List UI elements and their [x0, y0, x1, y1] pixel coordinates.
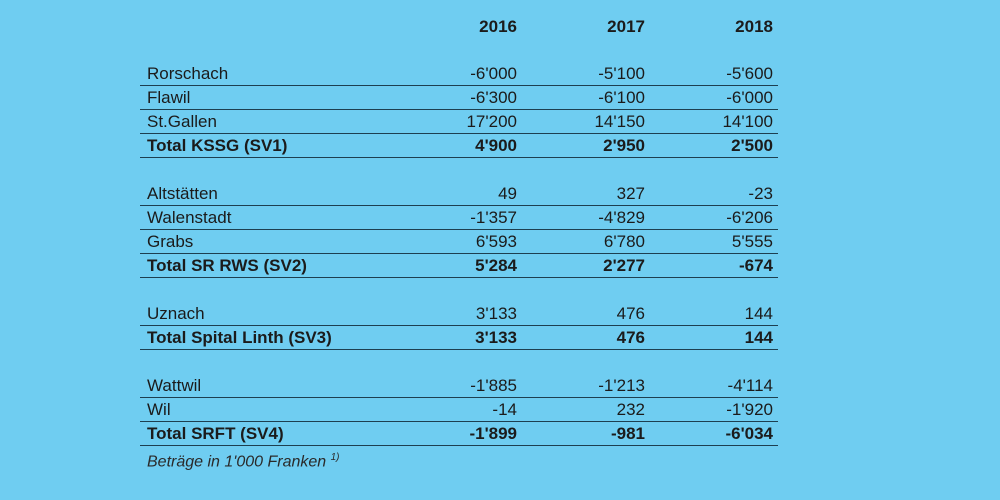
row-label: Walenstadt: [147, 208, 232, 227]
financial-table: Rorschach -6'000 -5'100 -5'600 Flawil -6'300 -…: [140, 62, 778, 470]
year-header: 2017: [607, 17, 645, 36]
cell-value: 5'555: [731, 232, 773, 251]
table-row: Walenstadt -1'357 -4'829 -6'206: [140, 206, 778, 230]
spacer: [140, 278, 778, 302]
row-label: Wil: [147, 400, 171, 419]
total-row: Total KSSG (SV1) 4'900 2'950 2'500: [140, 134, 778, 158]
table-row: Wattwil -1'885 -1'213 -4'114: [140, 374, 778, 398]
cell-value: 4'900: [475, 136, 517, 155]
cell-value: 3'133: [475, 328, 517, 347]
cell-value: -1'920: [726, 400, 773, 419]
row-label: Altstätten: [147, 184, 218, 203]
cell-value: 476: [616, 304, 645, 323]
total-row: Total Spital Linth (SV3) 3'133 476 144: [140, 326, 778, 350]
table-row: Altstätten 49 327 -23: [140, 182, 778, 206]
row-label: Grabs: [147, 232, 194, 251]
cell-value: 144: [744, 328, 773, 347]
row-label: Total Spital Linth (SV3): [147, 328, 332, 347]
cell-value: 3'133: [475, 304, 517, 323]
total-row: Total SRFT (SV4) -1'899 -981 -6'034: [140, 422, 778, 446]
cell-value: -14: [492, 400, 517, 419]
cell-value: 17'200: [466, 112, 517, 131]
cell-value: -6'000: [470, 64, 517, 83]
cell-value: -6'300: [470, 88, 517, 107]
table-row: Rorschach -6'000 -5'100 -5'600: [140, 62, 778, 86]
cell-value: -5'600: [726, 64, 773, 83]
cell-value: -23: [748, 184, 773, 203]
cell-value: 49: [498, 184, 517, 203]
cell-value: 14'150: [594, 112, 645, 131]
row-label: Total KSSG (SV1): [147, 136, 288, 155]
cell-value: 327: [616, 184, 645, 203]
footnote-text: Beträge in 1'000 Franken: [147, 453, 327, 471]
table-row: Grabs 6'593 6'780 5'555: [140, 230, 778, 254]
cell-value: -5'100: [598, 64, 645, 83]
cell-value: 14'100: [722, 112, 773, 131]
footnote: Beträge in 1'000 Franken 1): [140, 446, 778, 470]
cell-value: -1'885: [470, 376, 517, 395]
table-row: Flawil -6'300 -6'100 -6'000: [140, 86, 778, 110]
cell-value: 2'500: [731, 136, 773, 155]
table-row: Uznach 3'133 476 144: [140, 302, 778, 326]
year-header: 2018: [735, 17, 773, 36]
cell-value: 232: [616, 400, 645, 419]
cell-value: -981: [610, 424, 645, 443]
spacer: [140, 158, 778, 182]
cell-value: 2'950: [603, 136, 645, 155]
cell-value: 5'284: [475, 256, 517, 275]
table-row: Wil -14 232 -1'920: [140, 398, 778, 422]
cell-value: -1'357: [470, 208, 517, 227]
cell-value: -6'034: [725, 424, 773, 443]
row-label: Total SR RWS (SV2): [147, 256, 307, 275]
cell-value: 476: [616, 328, 645, 347]
cell-value: 144: [744, 304, 773, 323]
row-label: Rorschach: [147, 64, 229, 83]
cell-value: -6'100: [598, 88, 645, 107]
cell-value: -4'114: [727, 376, 773, 395]
row-label: Wattwil: [147, 376, 202, 395]
cell-value: -1'213: [598, 376, 645, 395]
cell-value: -4'829: [598, 208, 645, 227]
row-label: Flawil: [147, 88, 191, 107]
total-row: Total SR RWS (SV2) 5'284 2'277 -674: [140, 254, 778, 278]
year-header-row: 2016 2017 2018: [140, 15, 778, 39]
cell-value: 6'780: [603, 232, 645, 251]
footnote-marker: 1): [330, 452, 340, 463]
row-label: Uznach: [147, 304, 205, 323]
cell-value: 6'593: [475, 232, 517, 251]
spacer: [140, 350, 778, 374]
cell-value: -6'206: [726, 208, 773, 227]
cell-value: -6'000: [726, 88, 773, 107]
cell-value: -674: [738, 256, 773, 275]
cell-value: 2'277: [603, 256, 645, 275]
row-label: Total SRFT (SV4): [147, 424, 284, 443]
row-label: St.Gallen: [147, 112, 217, 131]
table-row: St.Gallen 17'200 14'150 14'100: [140, 110, 778, 134]
year-header: 2016: [479, 17, 517, 36]
cell-value: -1'899: [469, 424, 517, 443]
